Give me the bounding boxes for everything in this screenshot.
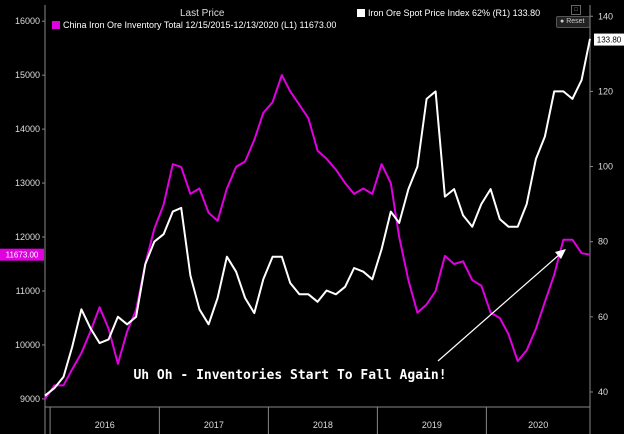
- left-tick-label: 15000: [15, 70, 40, 80]
- circle-icon: ●: [560, 18, 565, 25]
- legend-inventory: China Iron Ore Inventory Total 12/15/201…: [52, 20, 336, 30]
- axes: [44, 5, 591, 434]
- last-value-label-price: 133.80: [597, 36, 622, 45]
- last-value-label-inventory: 11673.00: [6, 251, 39, 260]
- right-tick-label: 100: [598, 162, 613, 172]
- annotation-arrow-line: [437, 253, 561, 362]
- legend-price-label: Iron Ore Spot Price Index 62% (R1) 133.8…: [368, 8, 541, 18]
- left-tick-label: 12000: [15, 232, 40, 242]
- right-axis: 40 60 80 100 120 140: [590, 11, 613, 397]
- x-tick-label: 2017: [204, 420, 224, 430]
- x-tick-label: 2019: [422, 420, 442, 430]
- series-line-inventory: [44, 74, 591, 400]
- legend-swatch-price: [357, 9, 365, 17]
- left-tick-label: 16000: [15, 16, 40, 26]
- x-tick-label: 2016: [95, 420, 115, 430]
- right-tick-label: 140: [598, 11, 613, 21]
- right-tick-label: 120: [598, 86, 613, 96]
- left-tick-label: 14000: [15, 124, 40, 134]
- annotation-text: Uh Oh - Inventories Start To Fall Again!: [133, 368, 446, 383]
- right-tick-label: 40: [598, 387, 608, 397]
- left-tick-label: 10000: [15, 340, 40, 350]
- left-tick-label: 13000: [15, 178, 40, 188]
- reset-button[interactable]: ● Reset: [556, 16, 590, 28]
- annotation: Uh Oh - Inventories Start To Fall Again!: [133, 249, 566, 383]
- left-axis: 9000 10000 11000 12000 13000 14000 15000 16000: [15, 16, 45, 404]
- chart-title: Last Price: [180, 8, 225, 19]
- series-line-price: [44, 38, 591, 397]
- legend-price: Iron Ore Spot Price Index 62% (R1) 133.8…: [357, 8, 540, 18]
- right-tick-label: 60: [598, 312, 608, 322]
- legend-swatch-inventory: [52, 21, 60, 29]
- reset-label: Reset: [566, 18, 585, 25]
- right-tick-label: 80: [598, 237, 608, 247]
- left-tick-label: 11000: [16, 286, 40, 296]
- last-value-labels: 11673.00 133.80: [0, 33, 624, 261]
- x-tick-label: 2018: [313, 420, 333, 430]
- options-icon[interactable]: □: [571, 5, 581, 15]
- series-group: [44, 38, 591, 400]
- x-axis: 2016 2017 2018 2019 2020: [49, 407, 548, 434]
- last-value-tag-inventory: [0, 248, 44, 261]
- last-value-tag-price: [594, 33, 624, 46]
- legend-inventory-label: China Iron Ore Inventory Total 12/15/201…: [63, 20, 337, 30]
- x-tick-label: 2020: [528, 420, 548, 430]
- left-tick-label: 9000: [20, 394, 40, 404]
- annotation-arrow-head: [555, 249, 566, 259]
